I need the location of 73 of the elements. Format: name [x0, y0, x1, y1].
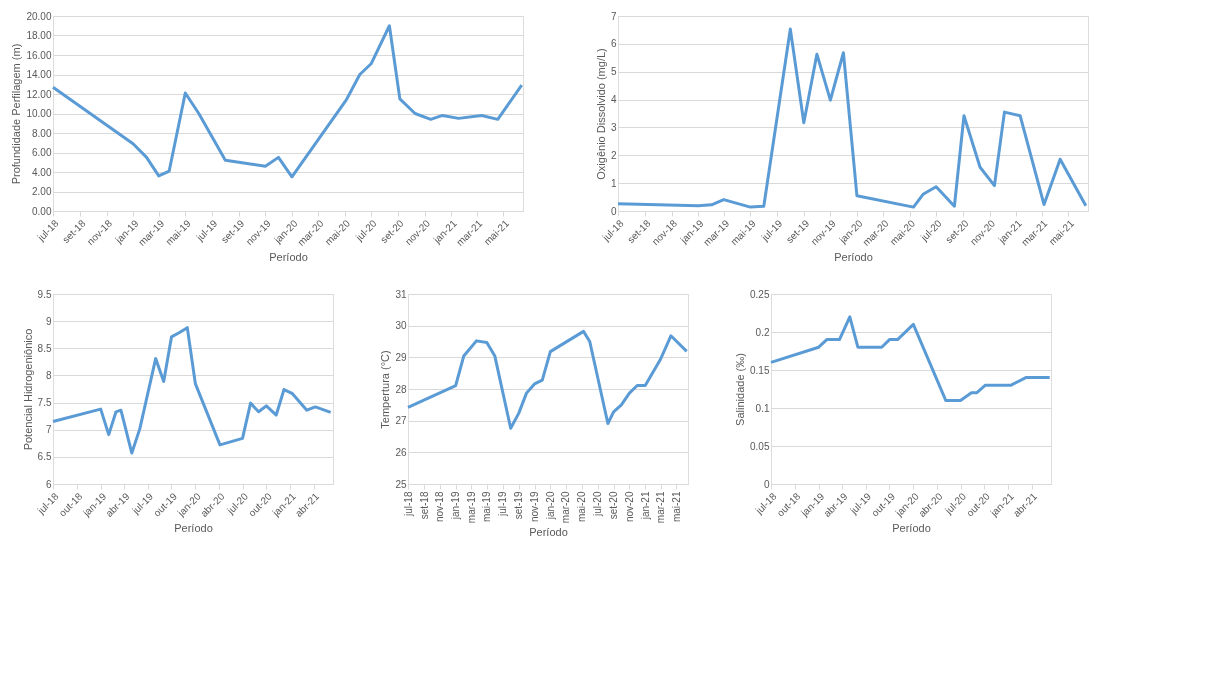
y-tick-label: 6 — [610, 38, 617, 50]
x-axis-title: Período — [834, 250, 873, 263]
y-tick-label: 0.15 — [750, 364, 770, 376]
x-tick-label: jul-20 — [592, 491, 604, 517]
y-axis-title: Salinidade (‰) — [734, 353, 747, 426]
y-tick-label: 26 — [395, 446, 407, 458]
y-tick-label: 0 — [610, 205, 617, 217]
y-tick-label: 0.25 — [750, 288, 770, 300]
x-tick-label: mar-21 — [655, 491, 667, 524]
y-tick-label: 0.2 — [755, 326, 770, 338]
y-tick-label: 18.00 — [26, 30, 52, 41]
x-tick-label: set-20 — [608, 491, 620, 520]
y-tick-label: 16.00 — [26, 49, 52, 61]
x-tick-label: jul-19 — [497, 491, 509, 517]
y-tick-label: 6 — [45, 478, 52, 490]
y-tick-label: 10.00 — [26, 108, 52, 119]
y-tick-label: 29 — [395, 351, 407, 363]
x-tick-label: jan-19 — [450, 491, 462, 521]
x-tick-label: mai-20 — [576, 491, 588, 523]
y-axis-title: Tempertura (°C) — [379, 350, 392, 429]
x-tick-label: jan-21 — [639, 491, 651, 521]
y-tick-label: 0.1 — [755, 402, 770, 414]
y-tick-label: 9 — [45, 315, 52, 327]
x-tick-label: nov-19 — [529, 491, 541, 523]
y-tick-label: 28 — [395, 383, 407, 395]
y-axis-title: Oxigênio Dissolvido (mg/L) — [594, 48, 607, 180]
y-tick-label: 2 — [610, 149, 617, 161]
y-tick-label: 0.05 — [750, 440, 770, 452]
y-tick-label: 0.00 — [32, 205, 52, 217]
y-tick-label: 31 — [395, 288, 407, 300]
x-axis-title: Período — [174, 522, 213, 535]
y-tick-label: 7 — [610, 10, 617, 22]
x-tick-label: jan-20 — [544, 491, 556, 521]
x-tick-label: mai-21 — [670, 491, 682, 523]
line-series — [616, 27, 1088, 209]
y-tick-label: 25 — [395, 478, 407, 490]
y-tick-label: 8.00 — [32, 127, 52, 139]
y-axis-title: Potencial Hidrogeniônico — [21, 328, 34, 451]
y-tick-label: 4 — [610, 94, 617, 106]
y-tick-label: 7 — [45, 424, 52, 436]
x-tick-label: mar-19 — [465, 491, 477, 524]
x-axis-title: Período — [269, 250, 308, 263]
x-tick-label: nov-20 — [623, 491, 635, 523]
line-series — [51, 326, 333, 455]
y-tick-label: 8 — [45, 369, 52, 381]
y-tick-label: 4.00 — [32, 166, 52, 178]
y-tick-label: 6.00 — [32, 147, 52, 158]
x-tick-label: set-18 — [418, 491, 430, 520]
x-tick-label: mai-19 — [481, 491, 493, 523]
y-tick-label: 0 — [763, 478, 770, 490]
x-axis-title: Período — [529, 526, 568, 539]
y-tick-label: 12.00 — [26, 88, 52, 100]
x-tick-label: jul-18 — [402, 491, 414, 517]
y-tick-label: 8.5 — [37, 342, 52, 354]
y-tick-label: 6.5 — [37, 451, 52, 463]
y-tick-label: 14.00 — [26, 69, 52, 80]
y-axis-title: Profundidade Perfilagem (m) — [10, 43, 23, 185]
y-tick-label: 1 — [610, 177, 617, 189]
y-tick-label: 5 — [610, 66, 617, 78]
y-tick-label: 27 — [395, 415, 407, 427]
line-series — [769, 315, 1052, 402]
x-tick-label: set-19 — [513, 491, 525, 520]
y-tick-label: 9.5 — [37, 288, 52, 300]
y-tick-label: 7.5 — [37, 397, 52, 409]
y-tick-label: 20.00 — [26, 10, 52, 22]
y-tick-label: 30 — [395, 320, 407, 332]
line-series — [51, 24, 524, 179]
y-tick-label: 2.00 — [32, 186, 52, 197]
line-series — [406, 329, 689, 430]
x-tick-label: nov-18 — [434, 491, 446, 523]
y-tick-label: 3 — [610, 121, 617, 133]
x-tick-label: mar-20 — [560, 491, 572, 524]
x-axis-title: Período — [892, 522, 931, 535]
